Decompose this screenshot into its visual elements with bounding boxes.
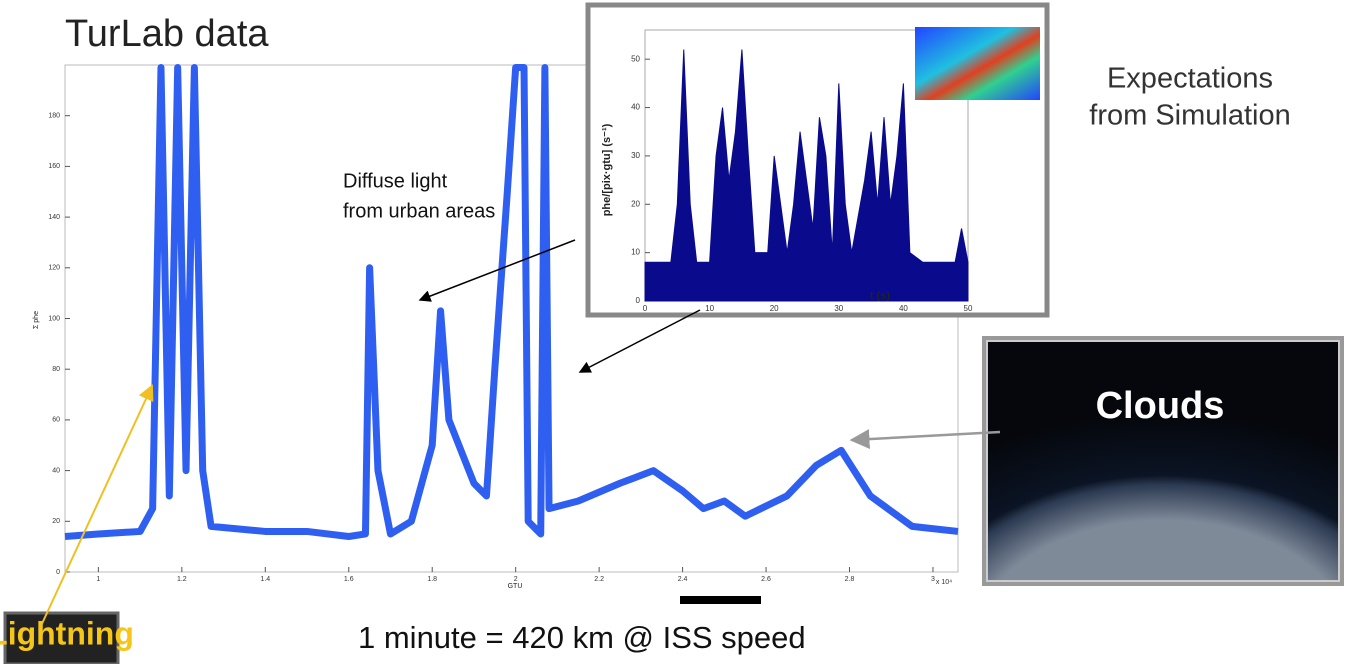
- x-tick-label: 2.2: [594, 576, 604, 583]
- x-tick-label: 3: [931, 576, 935, 583]
- slide-title: TurLab data: [65, 13, 269, 55]
- y-axis-label: Σ phe: [33, 311, 40, 329]
- x-tick-label: 2.6: [761, 576, 771, 583]
- x-tick-label: 2: [514, 576, 518, 583]
- scale-note: 1 minute = 420 km @ ISS speed: [358, 620, 806, 655]
- y-tick-label: 0: [636, 296, 641, 305]
- y-tick-label: 40: [52, 467, 60, 474]
- side-label: from Simulation: [1089, 100, 1290, 132]
- y-tick-label: 60: [52, 417, 60, 424]
- y-tick-label: 120: [48, 265, 60, 272]
- x-tick-label: 20: [770, 304, 779, 313]
- arrow: [418, 239, 576, 302]
- scale-bar: [680, 596, 761, 604]
- main-chart: 1 1.2 1.4 1.6 1.8 2 2.2 2.4 2.6 2.8 30204060801001…: [33, 64, 959, 590]
- y-tick-label: 50: [631, 54, 640, 63]
- x-tick-label: 1: [96, 576, 100, 583]
- x-tick-label: 1.6: [344, 576, 354, 583]
- x-axis-label: t (s): [870, 290, 891, 302]
- y-tick-label: 180: [48, 113, 60, 120]
- y-tick-label: 80: [52, 366, 60, 373]
- x-tick-label: 40: [899, 304, 908, 313]
- y-tick-label: 20: [631, 199, 640, 208]
- x-axis-label: GTU: [508, 583, 523, 590]
- earth-photo: [988, 342, 1338, 580]
- y-tick-label: 40: [631, 103, 640, 112]
- annotation: from urban areas: [343, 200, 495, 222]
- y-tick-label: 0: [56, 569, 60, 576]
- arrow: [39, 384, 154, 629]
- x-tick-label: 2.4: [678, 576, 688, 583]
- annotation: Diffuse light: [343, 170, 448, 192]
- side-label: Expectations: [1107, 63, 1273, 95]
- x-tick-label: 10: [705, 304, 714, 313]
- y-tick-label: 160: [48, 163, 60, 170]
- arrow: [578, 309, 701, 373]
- x-multiplier: x 10⁴: [936, 579, 952, 586]
- y-tick-label: 100: [48, 315, 60, 322]
- y-tick-label: 140: [48, 214, 60, 221]
- heatmap-image: [915, 27, 1040, 100]
- line: [64, 64, 959, 541]
- y-tick-label: 20: [52, 518, 60, 525]
- inset-chart: 0 10 20 30 40 50 0 10 20 30 40 50 t (s) phe/[pix·gtu]…: [601, 29, 973, 313]
- x-tick-label: 50: [964, 304, 973, 313]
- clouds-label: Clouds: [1096, 385, 1225, 427]
- y-tick-label: 10: [631, 248, 640, 257]
- x-tick-label: 30: [834, 304, 843, 313]
- x-tick-label: 2.8: [845, 576, 855, 583]
- y-tick-label: 30: [631, 151, 640, 160]
- lightning-label: Lightning: [0, 615, 134, 651]
- x-tick-label: 1.4: [260, 576, 270, 583]
- x-tick-label: 0: [643, 304, 648, 313]
- y-axis-label: phe/[pix·gtu] (s⁻¹): [601, 123, 613, 216]
- area: [644, 49, 969, 302]
- arrow: [849, 429, 1001, 450]
- x-tick-label: 1.2: [177, 576, 187, 583]
- lightning-box: [3, 611, 120, 664]
- x-tick-label: 1.8: [427, 576, 437, 583]
